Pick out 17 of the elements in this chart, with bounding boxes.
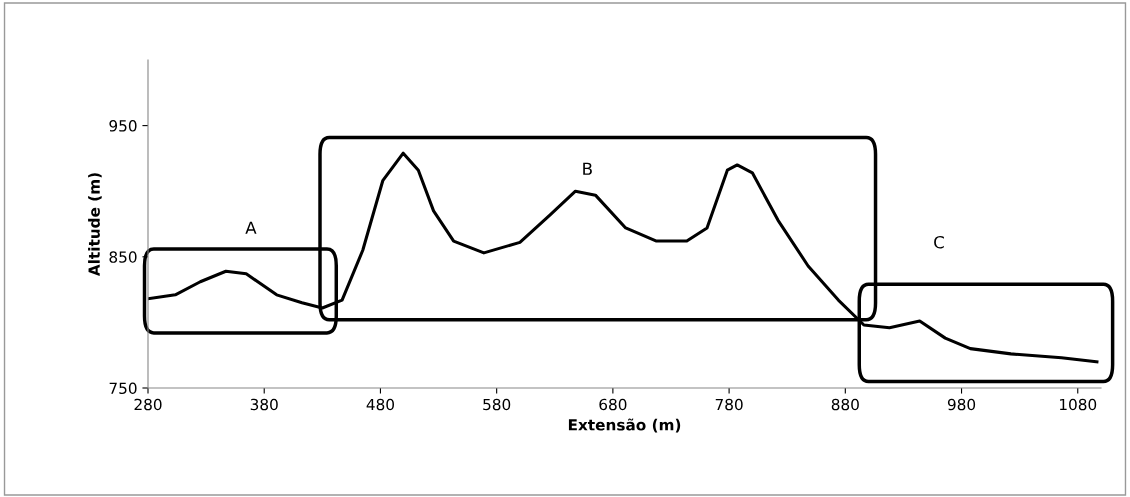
x-tick-label: 980 <box>947 398 976 411</box>
y-axis-title: Altitude (m) <box>88 173 102 277</box>
x-tick-label: 780 <box>715 398 743 411</box>
x-tick-label: 880 <box>831 398 859 411</box>
annotation: B <box>583 162 592 175</box>
annotation: A <box>245 221 257 234</box>
x-tick-label: 580 <box>483 398 511 411</box>
x-axis-title: Extensão (m) <box>568 418 681 433</box>
annotation: C <box>934 235 944 249</box>
y-tick-label: 950 <box>109 120 137 132</box>
x-tick-label: 480 <box>366 398 394 411</box>
x-tick-label: 280 <box>134 398 162 411</box>
x-tick-label: 1080 <box>1059 398 1097 411</box>
y-tick-label: 850 <box>109 251 137 263</box>
x-tick-label: 680 <box>599 398 627 411</box>
y-tick-label: 750 <box>109 382 137 395</box>
x-tick-label: 380 <box>250 398 278 411</box>
